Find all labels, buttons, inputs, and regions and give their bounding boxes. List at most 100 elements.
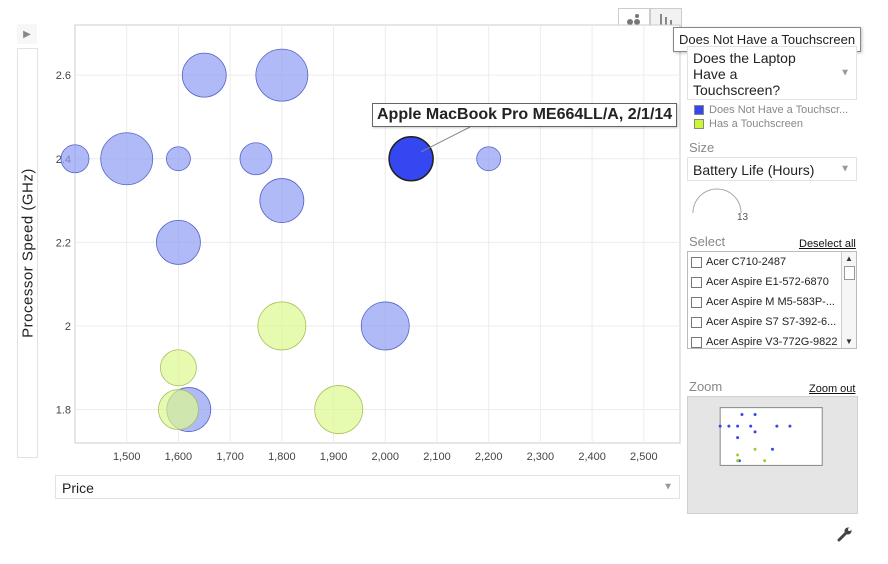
callout-leader [420, 126, 471, 153]
select-section-title: Select [689, 234, 726, 249]
bubble-chart-icon [627, 14, 640, 25]
list-item[interactable]: Acer Aspire S7 S7-392-6... [688, 312, 856, 332]
zoom-point [727, 424, 731, 428]
size-section-title: Size [689, 140, 715, 155]
settings-button[interactable] [833, 523, 857, 545]
x-tick-label: 2,200 [475, 451, 503, 463]
list-scrollbar[interactable]: ▲ ▼ [841, 252, 856, 348]
list-item[interactable]: Acer Aspire E1-572-6870 [688, 272, 856, 292]
list-item-label: Acer Aspire E1-572-6870 [706, 276, 829, 288]
list-item[interactable]: Acer C710-2487 [688, 252, 856, 272]
scroll-thumb[interactable] [844, 266, 855, 280]
scroll-up-icon[interactable]: ▲ [845, 254, 853, 263]
legend-item[interactable]: Has a Touchscreen [694, 118, 803, 130]
zoom-point [749, 424, 753, 428]
play-icon: ▶ [23, 28, 31, 40]
color-selector[interactable]: Does the Laptop Have a Touchscreen? ▼ [687, 46, 857, 100]
y-tick-label: 2.2 [56, 237, 71, 249]
zoom-point [763, 459, 767, 463]
x-tick-label: 1,900 [320, 451, 348, 463]
wrench-icon [837, 527, 852, 542]
list-item-label: Acer Aspire S7 S7-392-6... [706, 316, 837, 328]
zoom-point [753, 430, 757, 434]
y-axis-selector[interactable]: Processor Speed (GHz) [17, 48, 38, 458]
checkbox[interactable] [691, 256, 702, 268]
checkbox[interactable] [691, 336, 702, 348]
play-button[interactable]: ▶ [17, 24, 37, 44]
x-axis-selector[interactable]: Price ▼ [55, 475, 680, 499]
highlighted-bubble[interactable] [388, 136, 434, 182]
bubble-no-touchscreen[interactable] [360, 301, 410, 351]
list-item[interactable]: Acer Aspire V3-772G-9822 [688, 332, 856, 348]
list-item-label: Acer C710-2487 [706, 256, 787, 268]
bubble-no-touchscreen[interactable] [239, 142, 273, 176]
x-tick-label: 1,600 [165, 451, 193, 463]
deselect-all-link[interactable]: Deselect all [799, 238, 856, 250]
zoom-viewport[interactable] [719, 407, 823, 466]
bubble-no-touchscreen[interactable] [100, 132, 154, 186]
chevron-down-icon: ▼ [840, 163, 850, 175]
zoom-point [753, 413, 757, 417]
chevron-down-icon: ▼ [663, 481, 673, 493]
zoom-section-title: Zoom [689, 379, 723, 394]
zoom-overview[interactable] [687, 396, 858, 514]
bubble-no-touchscreen[interactable] [60, 144, 90, 174]
x-tick-label: 2,300 [527, 451, 555, 463]
zoom-point [736, 424, 740, 428]
size-legend-max: 13 [737, 212, 749, 223]
bubble-touchscreen[interactable] [257, 301, 307, 351]
checkbox[interactable] [691, 316, 702, 328]
zoom-point [771, 447, 774, 451]
chevron-down-icon: ▼ [840, 67, 850, 79]
bubble-touchscreen[interactable] [160, 349, 197, 387]
size-selector-label: Battery Life (Hours) [693, 162, 815, 178]
zoom-overview-plot [718, 407, 823, 466]
legend-swatch [694, 105, 704, 115]
scroll-down-icon[interactable]: ▼ [845, 337, 853, 346]
color-selector-label: Does the Laptop Have a Touchscreen? [693, 50, 796, 98]
zoom-out-link[interactable]: Zoom out [809, 383, 856, 395]
x-tick-label: 2,500 [630, 451, 658, 463]
zoom-point [753, 447, 757, 451]
bubble-touchscreen[interactable] [158, 389, 199, 430]
zoom-point [736, 436, 740, 440]
y-tick-label: 1.8 [56, 405, 71, 417]
zoom-point [736, 453, 740, 457]
legend-swatch [694, 119, 704, 129]
y-tick-label: 2.6 [56, 70, 71, 82]
bubble-no-touchscreen[interactable] [181, 52, 227, 98]
legend-item[interactable]: Does Not Have a Touchscr... [694, 104, 848, 116]
checkbox[interactable] [691, 296, 702, 308]
bubble-no-touchscreen[interactable] [255, 48, 309, 102]
list-item-label: Acer Aspire M M5-583P-... [706, 296, 835, 308]
x-tick-label: 1,800 [268, 451, 296, 463]
checkbox[interactable] [691, 276, 702, 288]
size-selector[interactable]: Battery Life (Hours) ▼ [687, 157, 857, 181]
list-item[interactable]: Acer Aspire M M5-583P-... [688, 292, 856, 312]
list-item-label: Acer Aspire V3-772G-9822 [706, 336, 838, 348]
x-axis-label: Price [62, 480, 94, 496]
bubble-no-touchscreen[interactable] [156, 219, 201, 265]
size-legend-arc [692, 188, 742, 214]
x-tick-label: 2,100 [423, 451, 451, 463]
bubble-no-touchscreen[interactable] [259, 178, 305, 223]
select-list: Acer C710-2487 Acer Aspire E1-572-6870 A… [687, 251, 857, 349]
bubble-no-touchscreen[interactable] [166, 146, 191, 172]
bar-chart-icon [660, 14, 672, 26]
y-tick-label: 2 [65, 321, 71, 333]
bubble-touchscreen[interactable] [314, 385, 364, 434]
zoom-point [736, 459, 740, 463]
zoom-point [775, 424, 779, 428]
x-tick-label: 1,700 [216, 451, 244, 463]
zoom-point [718, 424, 722, 428]
x-tick-label: 2,000 [371, 451, 399, 463]
bubble-no-touchscreen[interactable] [476, 146, 502, 172]
zoom-point [788, 424, 792, 428]
legend-label: Has a Touchscreen [709, 118, 803, 130]
point-callout-label: Apple MacBook Pro ME664LL/A, 2/1/14 [372, 103, 678, 127]
legend-label: Does Not Have a Touchscr... [709, 104, 849, 116]
x-tick-label: 1,500 [113, 451, 141, 463]
x-tick-label: 2,400 [578, 451, 606, 463]
zoom-point [740, 413, 744, 417]
